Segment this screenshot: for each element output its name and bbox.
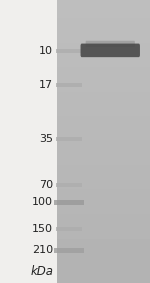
Text: 17: 17 <box>39 80 53 90</box>
Text: 100: 100 <box>32 197 53 207</box>
Text: 70: 70 <box>39 180 53 190</box>
Text: kDa: kDa <box>30 265 53 278</box>
Bar <box>0 0 57 283</box>
Text: 35: 35 <box>39 134 53 144</box>
Bar <box>56 227 82 231</box>
Bar <box>56 183 82 187</box>
Bar <box>54 248 84 253</box>
FancyBboxPatch shape <box>81 44 140 57</box>
Bar <box>56 83 82 87</box>
Bar <box>56 49 82 53</box>
Text: 210: 210 <box>32 245 53 256</box>
FancyBboxPatch shape <box>86 41 135 47</box>
Bar <box>56 137 82 141</box>
Bar <box>54 200 84 205</box>
Text: 150: 150 <box>32 224 53 234</box>
Text: 10: 10 <box>39 46 53 56</box>
